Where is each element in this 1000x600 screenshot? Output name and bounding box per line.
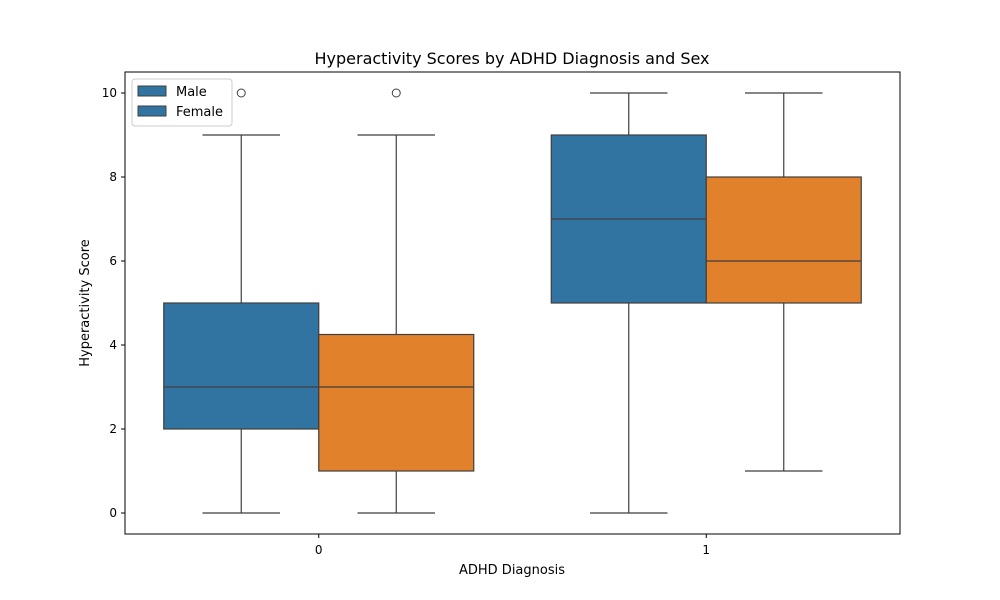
box-female-1 — [705, 92, 862, 472]
iqr-box — [705, 176, 862, 304]
box-female-0 — [318, 88, 475, 514]
y-tick-label: 0 — [109, 506, 117, 520]
chart-title: Hyperactivity Scores by ADHD Diagnosis a… — [314, 49, 709, 68]
legend: Male Female — [131, 78, 233, 127]
outlier-point — [391, 88, 401, 98]
box-male-0 — [163, 88, 320, 514]
legend-swatch-female — [137, 105, 167, 117]
iqr-box — [318, 333, 475, 472]
y-tick-label: 2 — [109, 422, 117, 436]
x-tick-label: 0 — [315, 543, 323, 557]
legend-swatch-male — [137, 85, 167, 97]
y-axis-label: Hyperactivity Score — [78, 239, 93, 367]
iqr-box — [163, 302, 320, 430]
plot-area: 0 2 4 6 8 10 0 1 — [102, 71, 901, 557]
outlier-point — [236, 88, 246, 98]
box-male-1 — [550, 92, 707, 514]
plot-frame — [124, 71, 901, 535]
legend-label-female: Female — [176, 105, 223, 120]
legend-label-male: Male — [176, 85, 207, 100]
y-tick-label: 6 — [109, 254, 117, 268]
x-axis-label: ADHD Diagnosis — [459, 563, 565, 578]
y-tick-label: 4 — [109, 338, 117, 352]
y-tick-label: 10 — [102, 86, 117, 100]
x-tick-label: 1 — [702, 543, 710, 557]
y-tick-label: 8 — [109, 170, 117, 184]
